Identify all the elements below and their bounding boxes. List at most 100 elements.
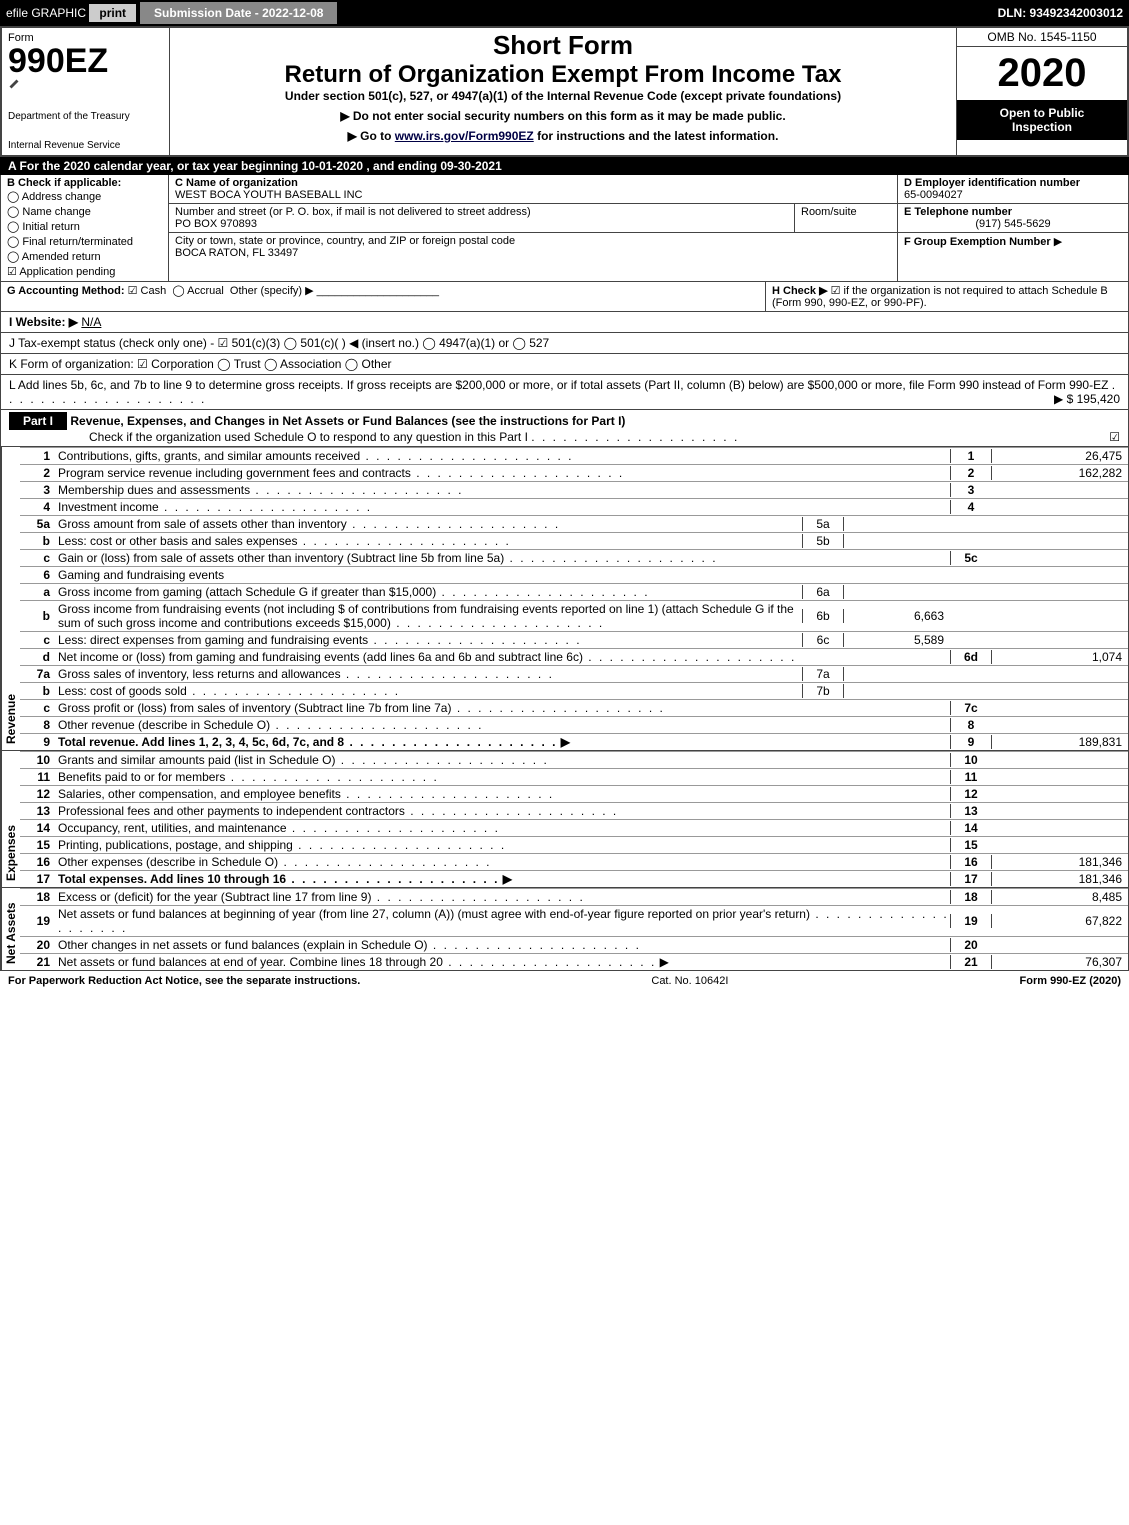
line-d: dNet income or (loss) from gaming and fu… — [20, 648, 1128, 665]
chk-address-change[interactable]: ◯ Address change — [7, 189, 162, 204]
line-desc: Other changes in net assets or fund bala… — [58, 938, 950, 952]
city-label: City or town, state or province, country… — [175, 235, 891, 247]
line-number: b — [20, 684, 58, 698]
line-box-number: 15 — [950, 838, 991, 852]
part1-title: Revenue, Expenses, and Changes in Net As… — [70, 414, 625, 428]
line-box-number: 17 — [950, 872, 991, 886]
line-box-number: 18 — [950, 890, 991, 904]
org-address: PO BOX 970893 — [175, 218, 788, 230]
page-footer: For Paperwork Reduction Act Notice, see … — [0, 971, 1129, 991]
subbox-label: 5a — [802, 517, 844, 531]
cash-checkbox[interactable]: ☑ — [128, 285, 138, 297]
phone-value: (917) 545-5629 — [904, 218, 1122, 230]
treasury-label: Department of the Treasury — [8, 111, 163, 122]
tax-exempt-line: J Tax-exempt status (check only one) - ☑… — [0, 333, 1129, 354]
line-desc: Net assets or fund balances at beginning… — [58, 907, 950, 935]
line-number: 4 — [20, 500, 58, 514]
addr-label: Number and street (or P. O. box, if mail… — [175, 206, 788, 218]
line-19: 19Net assets or fund balances at beginni… — [20, 905, 1128, 936]
website-value: N/A — [81, 315, 101, 329]
line-15: 15Printing, publications, postage, and s… — [20, 836, 1128, 853]
line-box-number: 8 — [950, 718, 991, 732]
line-number: d — [20, 650, 58, 664]
line-desc: Investment income — [58, 500, 950, 514]
line-box-number: 3 — [950, 483, 991, 497]
tax-period: A For the 2020 calendar year, or tax yea… — [0, 157, 1129, 175]
line-number: 12 — [20, 787, 58, 801]
ein-value: 65-0094027 — [904, 189, 1122, 201]
omb-number: OMB No. 1545-1150 — [957, 28, 1127, 47]
line-number: 17 — [20, 872, 58, 886]
irs-link[interactable]: www.irs.gov/Form990EZ — [395, 129, 534, 143]
header-info-row: B Check if applicable: ◯ Address change … — [0, 175, 1129, 282]
line-16: 16Other expenses (describe in Schedule O… — [20, 853, 1128, 870]
top-bar: efile GRAPHIC print Submission Date - 20… — [0, 0, 1129, 26]
ein-label: D Employer identification number — [904, 177, 1122, 189]
instructions-link-line: ▶ Go to www.irs.gov/Form990EZ for instru… — [178, 129, 948, 143]
netassets-side-label: Net Assets — [1, 888, 20, 970]
line-desc: Gross income from gaming (attach Schedul… — [58, 585, 802, 599]
line-box-number: 7c — [950, 701, 991, 715]
form-number: 990EZ — [8, 44, 163, 78]
phone-label: E Telephone number — [904, 206, 1122, 218]
box-c-label: C Name of organization — [175, 177, 891, 189]
gross-receipts-value: ▶ $ 195,420 — [1054, 392, 1120, 406]
line-desc: Net income or (loss) from gaming and fun… — [58, 650, 950, 664]
line-desc: Salaries, other compensation, and employ… — [58, 787, 950, 801]
line-c: cGross profit or (loss) from sales of in… — [20, 699, 1128, 716]
schedule-b-checkbox[interactable]: ☑ — [831, 285, 841, 297]
line-5a: 5aGross amount from sale of assets other… — [20, 515, 1128, 532]
room-suite-label: Room/suite — [795, 204, 897, 232]
schedule-o-checkbox[interactable]: ☑ — [1109, 430, 1120, 444]
line-desc: Printing, publications, postage, and shi… — [58, 838, 950, 852]
line-9: 9Total revenue. Add lines 1, 2, 3, 4, 5c… — [20, 733, 1128, 750]
line-box-number: 6d — [950, 650, 991, 664]
line-desc: Gross income from fundraising events (no… — [58, 602, 802, 630]
cat-number: Cat. No. 10642I — [360, 975, 1019, 987]
subbox-value: 5,589 — [844, 633, 950, 647]
line-desc: Excess or (deficit) for the year (Subtra… — [58, 890, 950, 904]
subbox-label: 6b — [802, 609, 844, 623]
chk-amended-return[interactable]: ◯ Amended return — [7, 249, 162, 264]
line-7a: 7aGross sales of inventory, less returns… — [20, 665, 1128, 682]
chk-initial-return[interactable]: ◯ Initial return — [7, 219, 162, 234]
chk-name-change[interactable]: ◯ Name change — [7, 204, 162, 219]
line-desc: Gross amount from sale of assets other t… — [58, 517, 802, 531]
line-number: 16 — [20, 855, 58, 869]
note2-pre: ▶ Go to — [348, 129, 395, 143]
ssn-warning: ▶ Do not enter social security numbers o… — [178, 109, 948, 123]
paperwork-notice: For Paperwork Reduction Act Notice, see … — [8, 975, 360, 987]
line-2: 2Program service revenue including gover… — [20, 464, 1128, 481]
website-label: I Website: ▶ — [9, 315, 78, 329]
line-c: cLess: direct expenses from gaming and f… — [20, 631, 1128, 648]
line-number: 8 — [20, 718, 58, 732]
chk-final-return[interactable]: ◯ Final return/terminated — [7, 234, 162, 249]
line-box-number: 10 — [950, 753, 991, 767]
line-box-number: 21 — [950, 955, 991, 969]
line-number: 9 — [20, 735, 58, 749]
line-number: 11 — [20, 770, 58, 784]
line-box-number: 9 — [950, 735, 991, 749]
line-number: 7a — [20, 667, 58, 681]
line-number: 1 — [20, 449, 58, 463]
accrual-checkbox[interactable]: ◯ — [172, 285, 184, 297]
line-desc: Gross profit or (loss) from sales of inv… — [58, 701, 950, 715]
line-box-number: 2 — [950, 466, 991, 480]
line-number: a — [20, 585, 58, 599]
line-value: 76,307 — [991, 955, 1128, 969]
line-box-number: 20 — [950, 938, 991, 952]
subbox-value: 6,663 — [844, 609, 950, 623]
line-b: bLess: cost of goods sold7b — [20, 682, 1128, 699]
line-number: 18 — [20, 890, 58, 904]
line-number: 10 — [20, 753, 58, 767]
line-desc: Less: cost of goods sold — [58, 684, 802, 698]
line-desc: Occupancy, rent, utilities, and maintena… — [58, 821, 950, 835]
line-desc: Gross sales of inventory, less returns a… — [58, 667, 802, 681]
line-value: 8,485 — [991, 890, 1128, 904]
subbox-label: 5b — [802, 534, 844, 548]
chk-application-pending[interactable]: ☑ Application pending — [7, 264, 162, 279]
arrow-icon: ▶ — [656, 955, 669, 969]
print-button[interactable]: print — [89, 4, 136, 22]
line-number: 14 — [20, 821, 58, 835]
arrow-icon: ▶ — [499, 872, 512, 886]
